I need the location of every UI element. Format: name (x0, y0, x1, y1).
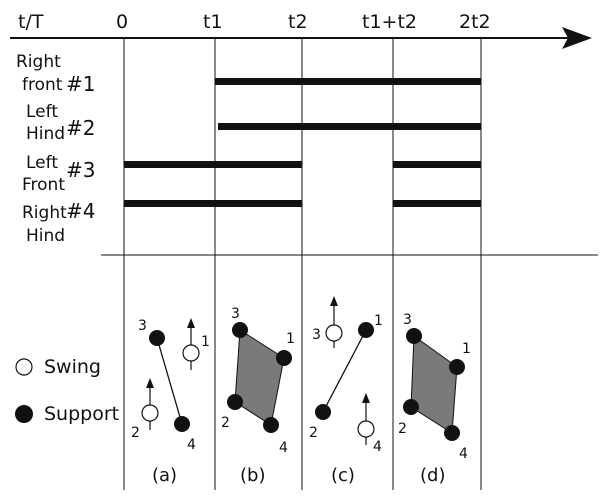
panel-c-foot3-swing-arrowhead (330, 296, 338, 306)
panel-a-support-line (156, 337, 183, 425)
panel-c-support-line (322, 329, 367, 413)
panel-b-caption: (b) (240, 465, 265, 486)
panel-c-foot2-support (315, 404, 331, 420)
leg1-support-bar (215, 78, 481, 85)
panel-c-foot4-swing-arrowhead (362, 393, 370, 403)
leg3-number: #3 (66, 158, 95, 182)
tick-0: 0 (116, 11, 128, 33)
leg4-name-line2: Hind (26, 226, 65, 246)
swing-legend-marker (15, 358, 33, 376)
panel-c-foot1-support (358, 322, 374, 338)
panel-d-foot2-label: 2 (398, 421, 407, 437)
panel-d-foot1-label: 1 (462, 341, 471, 357)
panel-c-foot4-label: 4 (373, 439, 382, 455)
panel-d-foot2-support (403, 399, 419, 415)
leg1-name-line2: front (22, 75, 63, 95)
panel-c-foot2-label: 2 (309, 425, 318, 441)
panel-c-foot1-label: 1 (374, 313, 383, 329)
panel-a-foot4-label: 4 (187, 437, 196, 453)
leg4-number: #4 (66, 199, 95, 223)
panel-b-foot1-support (276, 350, 292, 366)
panel-c-foot3-swing (325, 324, 343, 342)
axis-label: t/T (18, 11, 44, 33)
panel-c-caption: (c) (331, 465, 355, 486)
panel-b-foot2-support (227, 394, 243, 410)
leg3-support-bar-first (124, 161, 302, 168)
panel-a-foot1-label: 1 (201, 334, 210, 350)
tick-2t2: 2t2 (459, 11, 491, 33)
panel-a-foot1-swing (182, 344, 200, 362)
leg2-name-line2: Hind (26, 124, 65, 144)
panel-b-foot3-label: 3 (231, 306, 240, 322)
support-legend-marker (15, 405, 33, 423)
panel-a-foot3-label: 3 (138, 318, 147, 334)
panel-b-foot4-label: 4 (279, 440, 288, 456)
panel-d-caption: (d) (420, 465, 445, 486)
leg1-number: #1 (66, 72, 95, 96)
panel-c-foot4-swing (357, 420, 375, 438)
leg3-name-line2: Front (22, 175, 65, 195)
panel-b-foot1-label: 1 (286, 331, 295, 347)
panel-d-foot4-support (444, 425, 460, 441)
tick-t1-plus-t2: t1+t2 (362, 11, 417, 33)
panel-b-foot4-support (263, 417, 279, 433)
panel-b-foot3-support (232, 322, 248, 338)
leg2-number: #2 (66, 116, 95, 140)
swing-legend-label: Swing (44, 356, 101, 378)
time-axis-arrowhead (562, 27, 592, 49)
leg3-name-line1: Left (26, 153, 58, 173)
panel-a-caption: (a) (152, 465, 177, 486)
leg2-support-bar (218, 123, 481, 130)
panel-d-support-polygon (410, 335, 458, 434)
panel-d-foot3-label: 3 (403, 312, 412, 328)
panel-b-support-polygon (234, 329, 285, 426)
panel-d-foot3-support (406, 328, 422, 344)
panel-a-foot2-swing (141, 404, 159, 422)
leg1-name-line1: Right (16, 52, 61, 72)
leg2-name-line1: Left (26, 102, 58, 122)
panel-c-foot3-label: 3 (312, 327, 321, 343)
leg4-name-line1: Right (22, 203, 67, 223)
support-legend-label: Support (44, 403, 119, 425)
leg4-support-bar-first (124, 200, 302, 207)
panel-a-foot1-swing-arrowhead (187, 318, 195, 328)
panel-a-foot2-swing-arrowhead (146, 378, 154, 388)
leg4-support-bar-second (393, 200, 481, 207)
panel-d-foot1-support (449, 359, 465, 375)
panel-a-foot4-support (174, 416, 190, 432)
leg3-support-bar-second (393, 161, 481, 168)
tick-t2: t2 (288, 11, 308, 33)
panel-a-foot3-support (149, 330, 165, 346)
panel-d-foot4-label: 4 (459, 446, 468, 462)
panel-b-foot2-label: 2 (221, 415, 230, 431)
panel-a-foot2-label: 2 (131, 425, 140, 441)
tick-t1: t1 (203, 11, 223, 33)
